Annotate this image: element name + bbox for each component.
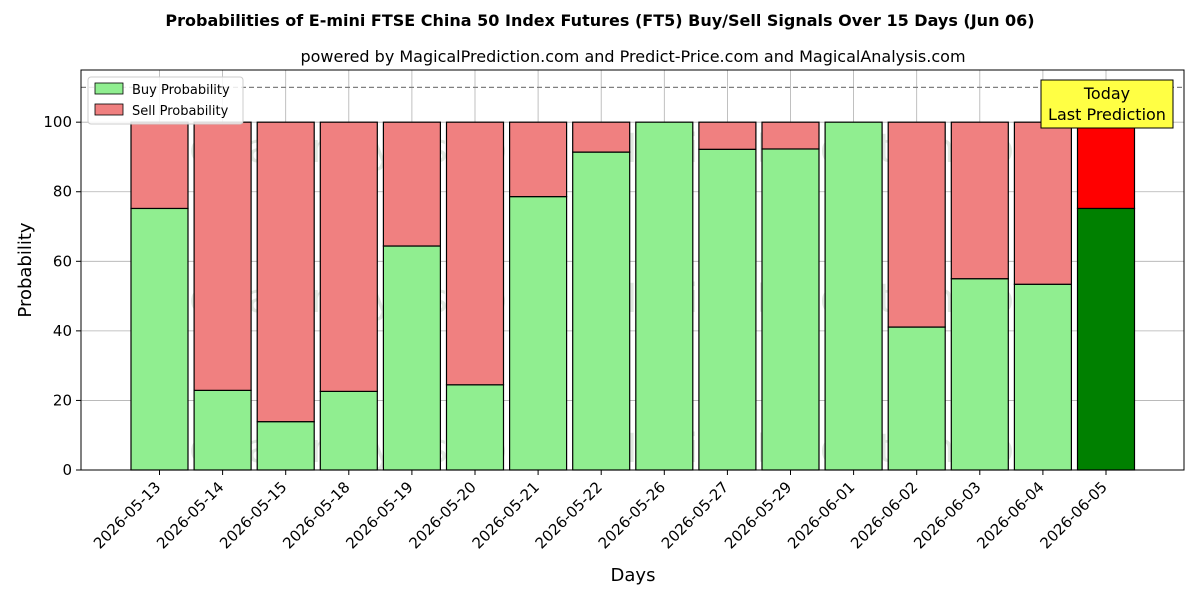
bar-sell: [445, 121, 505, 386]
bar-sell: [382, 121, 441, 247]
bar-buy: [256, 421, 315, 471]
y-tick-label: 60: [53, 252, 72, 270]
bar-buy: [319, 390, 378, 471]
x-tick-label: 2026-05-22: [532, 478, 606, 552]
legend-label-sell: Sell Probability: [132, 104, 229, 119]
x-tick-label: 2026-06-04: [973, 478, 1047, 552]
bar-sell: [1076, 121, 1136, 210]
bar-buy: [509, 196, 568, 471]
bar-buy: [193, 389, 252, 471]
x-tick-label: 2026-05-26: [595, 478, 669, 552]
today-annotation: Today Last Prediction: [1040, 79, 1174, 129]
y-tick-label: 100: [43, 113, 72, 131]
bar-buy: [824, 121, 883, 471]
y-tick-label: 20: [53, 391, 72, 409]
x-tick-label: 2026-05-21: [469, 478, 543, 552]
bar-sell: [950, 121, 1009, 280]
bar-sell: [256, 121, 315, 423]
today-annotation-box: [1040, 79, 1174, 129]
x-tick-label: 2026-05-19: [342, 478, 416, 552]
bar-buy: [635, 121, 694, 471]
bar-sell: [193, 121, 252, 391]
x-tick-label: 2026-05-27: [658, 478, 732, 552]
bar-sell: [698, 121, 757, 150]
plot-frame: [80, 69, 1185, 471]
bar-buy: [950, 278, 1009, 471]
x-tick-label: 2026-06-02: [847, 478, 921, 552]
bar-buy: [445, 384, 505, 471]
y-tick-label: 80: [53, 183, 72, 201]
bar-buy: [382, 245, 441, 471]
y-axis-label: Probability: [15, 222, 36, 317]
x-tick-label: 2026-06-01: [784, 478, 858, 552]
bar-sell: [509, 121, 568, 198]
legend-label-buy: Buy Probability: [132, 83, 230, 98]
bar-buy: [130, 207, 189, 471]
x-tick-label: 2026-06-05: [1036, 478, 1110, 552]
chart-title: Probabilities of E-mini FTSE China 50 In…: [165, 11, 1034, 30]
bar-sell: [319, 121, 378, 392]
bar-buy: [572, 151, 631, 471]
legend-frame: [87, 76, 244, 125]
bar-buy: [698, 148, 757, 471]
legend-swatch-buy: [94, 82, 124, 95]
x-tick-label: 2026-05-15: [216, 478, 290, 552]
bar-sell: [130, 121, 189, 210]
x-tick-label: 2026-05-18: [279, 478, 353, 552]
legend: Buy Probability Sell Probability: [87, 76, 244, 125]
x-tick-label: 2026-05-20: [405, 478, 479, 552]
x-tick-label: 2026-06-03: [910, 478, 984, 552]
bar-sell: [572, 121, 631, 153]
x-axis-label: Days: [611, 565, 656, 586]
bars: [130, 121, 1136, 471]
chart-subtitle: powered by MagicalPrediction.com and Pre…: [300, 47, 965, 66]
bar-sell: [1013, 121, 1073, 285]
bar-buy: [761, 148, 820, 471]
y-tick-label: 40: [53, 322, 72, 340]
bar-buy: [887, 326, 946, 471]
x-tick-label: 2026-05-29: [721, 478, 795, 552]
bar-sell: [761, 121, 820, 150]
x-tick-label: 2026-05-13: [90, 478, 164, 552]
legend-swatch-sell: [94, 103, 124, 116]
bar-buy: [1076, 207, 1136, 471]
bar-buy: [1013, 283, 1073, 471]
today-annotation-line1: Today: [1083, 84, 1130, 103]
today-annotation-line2: Last Prediction: [1048, 105, 1166, 124]
y-tick-label: 0: [62, 461, 72, 479]
bar-sell: [887, 121, 946, 328]
x-tick-label: 2026-05-14: [153, 478, 227, 552]
